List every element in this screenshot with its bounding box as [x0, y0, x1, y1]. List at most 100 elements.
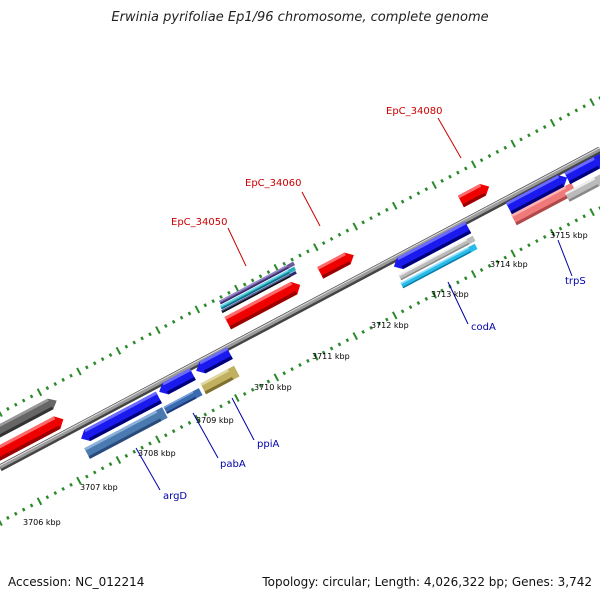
- tick-mark: [298, 363, 302, 367]
- tick-mark: [234, 394, 240, 403]
- tick-mark: [282, 261, 287, 266]
- scale-label: 3708 kbp: [138, 449, 176, 458]
- tick-mark: [187, 311, 192, 316]
- feature-argD[interactable]: [84, 407, 168, 459]
- tick-mark: [519, 247, 523, 252]
- tick-mark: [503, 255, 508, 260]
- feature-blue-small-2[interactable]: [193, 347, 233, 376]
- tick-mark: [21, 507, 26, 512]
- tick-mark: [510, 249, 516, 258]
- tick-mark: [211, 408, 215, 413]
- feature-EpC_34050-stack-navy[interactable]: [221, 271, 297, 313]
- tick-mark: [227, 290, 231, 295]
- tick-mark: [290, 257, 294, 262]
- tick-mark: [242, 282, 247, 287]
- scale-label: 3714 kbp: [490, 260, 528, 269]
- tick-mark: [558, 226, 563, 231]
- tick-mark: [148, 441, 152, 446]
- feature-blue-far-right[interactable]: [564, 153, 600, 185]
- tick-mark: [377, 321, 381, 326]
- tick-mark: [179, 315, 184, 320]
- tick-mark: [306, 358, 310, 363]
- tick-mark: [456, 170, 460, 175]
- tick-mark: [542, 234, 547, 239]
- tick-mark: [456, 280, 460, 285]
- tick-mark: [431, 181, 437, 190]
- feature-codA[interactable]: [400, 243, 478, 289]
- tick-mark: [519, 137, 523, 142]
- tick-mark: [321, 350, 326, 355]
- tick-mark: [85, 365, 89, 370]
- feature-codA-grey[interactable]: [398, 235, 476, 281]
- tick-mark: [187, 420, 192, 425]
- feature-red-left[interactable]: [0, 413, 67, 463]
- tick-mark: [53, 382, 58, 386]
- tick-mark: [440, 288, 444, 293]
- tick-mark: [13, 511, 18, 516]
- tick-mark: [470, 270, 477, 279]
- tick-mark: [148, 332, 152, 337]
- tick-mark: [361, 329, 365, 334]
- scale-label: 3715 kbp: [550, 231, 588, 240]
- gene-label-pabA[interactable]: pabA: [220, 459, 246, 470]
- tick-mark: [377, 212, 381, 217]
- gene-label-codA[interactable]: codA: [471, 322, 496, 333]
- tick-mark: [194, 305, 201, 314]
- tick-mark: [337, 342, 342, 347]
- tick-mark: [258, 383, 263, 388]
- tick-mark: [132, 449, 137, 454]
- tick-mark: [345, 228, 350, 233]
- tick-mark: [313, 243, 319, 252]
- tick-mark: [416, 191, 421, 196]
- tick-mark: [21, 398, 26, 403]
- genome-backbone: [0, 146, 600, 472]
- tick-mark: [124, 344, 129, 349]
- tick-mark: [495, 149, 500, 154]
- tick-mark: [155, 435, 161, 444]
- gene-label-trpS[interactable]: trpS: [565, 276, 586, 287]
- tick-mark: [61, 486, 65, 491]
- tick-mark: [92, 361, 97, 366]
- feature-blue-codA-top[interactable]: [391, 221, 472, 273]
- feature-grey-left[interactable]: [0, 395, 60, 441]
- tick-mark: [313, 352, 319, 361]
- feature-ppiA[interactable]: [200, 365, 240, 395]
- feature-EpC_34050-stack-purple[interactable]: [218, 261, 296, 305]
- feature-EpC_34050-stack-teal[interactable]: [219, 266, 297, 310]
- tick-mark: [0, 519, 3, 527]
- feature-blue-upper-right[interactable]: [505, 172, 570, 215]
- tick-mark: [352, 332, 359, 341]
- feature-red-right[interactable]: [511, 182, 577, 226]
- tick-mark: [298, 253, 302, 258]
- gene-label-EpC_34060[interactable]: EpC_34060: [245, 178, 301, 189]
- feature-blue-argD-top[interactable]: [78, 391, 162, 445]
- tick-mark: [124, 453, 129, 458]
- tick-mark: [535, 239, 539, 244]
- tick-mark: [566, 112, 571, 117]
- tick-mark: [424, 187, 429, 192]
- feature-EpC_34050[interactable]: [224, 279, 303, 330]
- gene-label-ppiA[interactable]: ppiA: [257, 439, 279, 450]
- tick-mark: [352, 222, 359, 231]
- gene-label-argD[interactable]: argD: [163, 491, 187, 502]
- feature-grey-far-right[interactable]: [564, 174, 600, 202]
- tick-mark: [219, 404, 223, 409]
- gene-label-EpC_34080[interactable]: EpC_34080: [386, 106, 442, 117]
- tick-mark: [510, 139, 516, 148]
- tick-mark: [535, 129, 539, 134]
- accession-text: Accession: NC_012214: [8, 575, 145, 589]
- feature-blue-small-1[interactable]: [156, 368, 196, 397]
- tick-mark: [100, 466, 105, 471]
- map-title: Erwinia pyrifoliae Ep1/96 chromosome, co…: [111, 10, 489, 25]
- tick-mark: [329, 346, 334, 351]
- tick-mark: [85, 474, 89, 479]
- scale-label: 3712 kbp: [371, 321, 409, 330]
- tick-mark: [45, 495, 50, 500]
- tick-mark: [479, 158, 484, 163]
- tick-mark: [211, 299, 215, 304]
- feature-EpC_34060[interactable]: [317, 249, 357, 279]
- tick-mark: [306, 249, 310, 254]
- feature-EpC_34080[interactable]: [457, 181, 492, 208]
- gene-label-EpC_34050[interactable]: EpC_34050: [171, 217, 227, 228]
- feature-pabA[interactable]: [163, 388, 203, 414]
